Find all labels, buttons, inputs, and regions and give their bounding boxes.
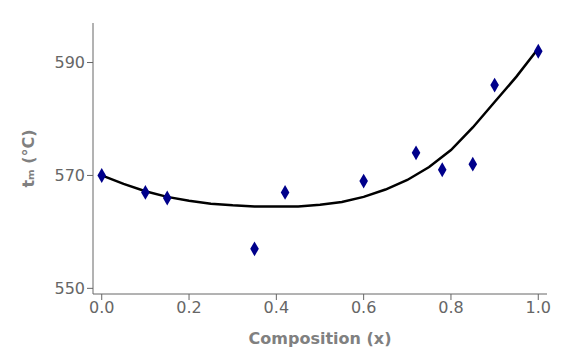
svg-text:tₘ (°C): tₘ (°C) [19,129,38,187]
svg-text:0.8: 0.8 [438,298,463,317]
svg-text:0.0: 0.0 [89,298,114,317]
svg-text:0.6: 0.6 [351,298,376,317]
svg-text:0.4: 0.4 [264,298,289,317]
svg-text:1.0: 1.0 [526,298,551,317]
svg-text:550: 550 [54,279,85,298]
svg-text:590: 590 [54,53,85,72]
svg-text:0.2: 0.2 [176,298,201,317]
svg-text:Composition (x): Composition (x) [249,329,392,348]
svg-text:570: 570 [54,166,85,185]
